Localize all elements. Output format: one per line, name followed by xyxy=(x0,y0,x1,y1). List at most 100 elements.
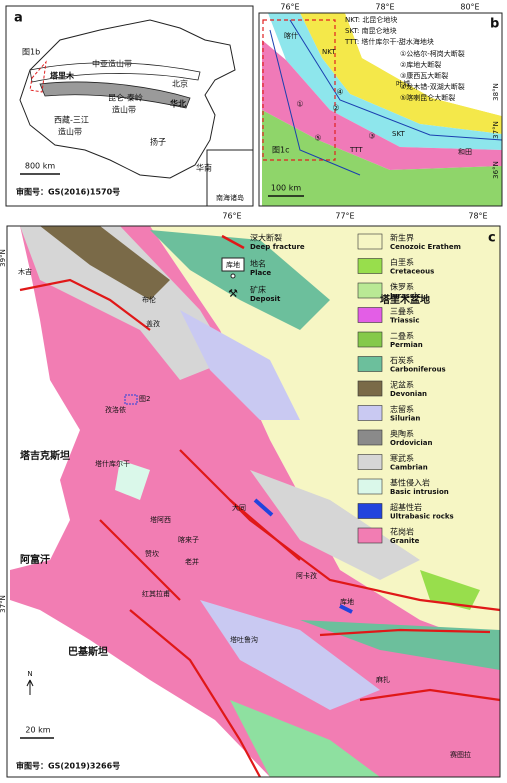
inset-box xyxy=(206,149,254,207)
lat-label: 37°N xyxy=(492,121,500,139)
place-label: 库地 xyxy=(340,597,354,606)
place-label: 塔吐鲁沟 xyxy=(230,635,258,644)
ttt-band xyxy=(268,13,502,150)
carboniferous xyxy=(150,230,330,330)
legend-zh: 花岗岩 xyxy=(390,527,414,537)
legend-en: Place xyxy=(250,269,271,277)
silurian xyxy=(180,310,300,420)
lat-label: 37°N xyxy=(0,595,7,613)
legend-zh: 石炭系 xyxy=(390,355,414,365)
legend-zh: 新生界 xyxy=(390,233,414,243)
lon-label: 76°E xyxy=(222,212,241,221)
china-outline xyxy=(19,19,236,179)
region-label: 中亚造山带 xyxy=(92,59,132,69)
legend-en: Devonian xyxy=(390,390,427,398)
fault-line xyxy=(269,29,361,176)
region-label: 西藏-三江 xyxy=(54,115,89,125)
legend-zh: 志留系 xyxy=(390,404,414,414)
scale-label: 100 km xyxy=(271,184,301,193)
region-label: 北京 xyxy=(172,79,188,89)
panel-label: c xyxy=(488,231,496,246)
legend-en: Jurassic xyxy=(389,292,421,300)
tarim-basin xyxy=(345,13,502,116)
legend-en: Cretaceous xyxy=(390,268,434,276)
legend-swatch xyxy=(357,356,383,372)
place-label: 赛图拉 xyxy=(450,750,471,759)
place-label: 巴基斯坦 xyxy=(68,645,108,658)
legend-swatch xyxy=(357,527,383,544)
place-label: 阿卡孜 xyxy=(296,571,317,580)
legend-swatch xyxy=(357,282,383,299)
region-label: 华南 xyxy=(196,163,212,173)
legend-zh: 泥盆系 xyxy=(390,380,414,390)
legend-swatch xyxy=(357,405,383,421)
cambrian xyxy=(250,470,420,580)
lat-label: 36°N xyxy=(492,161,500,179)
panel-b-frame xyxy=(258,12,503,207)
place-label: 大同 xyxy=(232,503,246,512)
fault-number: ③ xyxy=(368,132,375,141)
legend-en: Cambrian xyxy=(390,464,428,472)
legend-text: TTT: 塔什库尔干-甜水海地块 xyxy=(344,37,434,46)
legend-place-dot xyxy=(230,273,236,279)
legend-en: Granite xyxy=(390,537,420,545)
central-asian-belt xyxy=(29,62,201,83)
lat-label: 38°N xyxy=(492,83,500,101)
region-label: 华北 xyxy=(170,99,186,109)
legend-en: Silurian xyxy=(390,415,420,423)
legend-swatch xyxy=(357,331,383,348)
silurian xyxy=(200,600,380,710)
scale-label: 800 km xyxy=(25,162,55,171)
lon-label: 77°E xyxy=(335,212,354,221)
place-label: 布伦 xyxy=(142,295,156,304)
figure-ref: 图1c xyxy=(272,146,290,155)
lon-label: 78°E xyxy=(468,212,487,221)
legend-swatch xyxy=(357,454,383,470)
legend-en: Ultrabasic rocks xyxy=(390,513,454,521)
legend-swatch xyxy=(357,258,383,274)
legend-text: SKT: 南昆仑地块 xyxy=(345,26,397,35)
lon-label: 76°E xyxy=(280,3,299,12)
devonian xyxy=(40,226,170,300)
place-label: 塔什库尔干 xyxy=(95,459,130,468)
panel-label: a xyxy=(14,11,23,26)
panel-c-frame xyxy=(6,225,501,778)
inset-label: 南海诸岛 xyxy=(216,193,244,202)
legend-en: Permian xyxy=(390,341,423,349)
fig-1c-box xyxy=(262,19,336,161)
legend-swatch xyxy=(357,503,383,519)
legend-zh: 基性侵入岩 xyxy=(390,478,430,488)
fig-1b-box xyxy=(29,60,47,93)
terrane-label: SKT xyxy=(392,130,405,138)
legend-zh: 超基性岩 xyxy=(390,502,422,512)
fault-number: ② xyxy=(332,104,339,113)
place-label: 阿富汗 xyxy=(20,553,50,566)
legend-zh: 二叠系 xyxy=(390,331,414,341)
place-label: 塔里木盆地 xyxy=(380,293,430,306)
nkt-band xyxy=(300,13,502,134)
legend-en: Ordovician xyxy=(390,439,432,447)
legend-zh: 寒武系 xyxy=(390,453,414,463)
legend-deposit-symbol: ⚒ xyxy=(228,287,238,300)
place-label: 麻扎 xyxy=(376,675,390,684)
cenozoic xyxy=(150,226,500,650)
legend-fault-symbol xyxy=(221,234,245,250)
legend-place-box xyxy=(221,257,245,272)
legend-swatch xyxy=(357,307,383,323)
southern-band xyxy=(262,110,502,206)
fault-legend: ③康西瓦大断裂 xyxy=(400,71,448,80)
legend-swatch xyxy=(357,478,383,495)
ultrabasic xyxy=(253,498,274,517)
place-label: 老并 xyxy=(185,557,199,566)
fault-legend: ⑤喀喇昆仑大断裂 xyxy=(400,93,455,102)
legend-zh: 白垩系 xyxy=(390,257,414,267)
basic-intrusion xyxy=(115,460,150,500)
fig-2-box xyxy=(124,394,138,405)
panel-a-frame xyxy=(5,5,254,207)
lon-label: 80°E xyxy=(460,3,479,12)
legend-swatch xyxy=(357,380,383,397)
cretaceous xyxy=(420,570,480,610)
legend-en: Triassic xyxy=(390,317,419,325)
legend-en: Deposit xyxy=(250,295,281,303)
